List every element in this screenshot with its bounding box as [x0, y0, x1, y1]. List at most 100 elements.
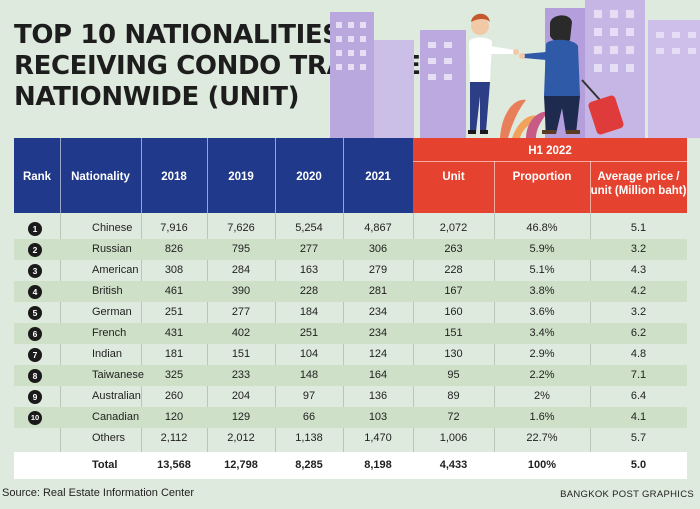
rank-badge: 4 — [28, 285, 42, 299]
table-row: 10 Canadian 120 129 66 103 72 1.6% 4.1 — [14, 407, 687, 428]
header-2018: 2018 — [161, 171, 187, 183]
cell-2021: 1,470 — [364, 432, 392, 444]
rank-badge: 3 — [28, 264, 42, 278]
cell-2020: 163 — [299, 264, 319, 276]
cell-nationality: Taiwanese — [92, 369, 144, 381]
cell-nationality: Indian — [92, 348, 122, 360]
cell-2018: 120 — [164, 411, 184, 423]
cell-unit: 160 — [444, 306, 463, 318]
header-proportion: Proportion — [512, 171, 572, 183]
column-divider — [60, 213, 61, 478]
graphics-credit: BANGKOK POST GRAPHICS — [560, 489, 694, 500]
table-row: 9 Australian 260 204 97 136 89 2% 6.4 — [14, 386, 687, 407]
rank-badge: 9 — [28, 390, 42, 404]
header-divider — [590, 161, 591, 213]
cell-proportion: 5.9% — [529, 243, 555, 255]
cell-2018: 461 — [164, 285, 184, 297]
building — [330, 12, 374, 138]
cell-average-price: 4.1 — [630, 411, 647, 423]
cell-2020: 228 — [299, 285, 319, 297]
rank-badge: 5 — [28, 306, 42, 320]
header-unit: Unit — [442, 171, 465, 183]
plant — [526, 111, 548, 138]
header-divider — [275, 138, 276, 213]
cell-2020: 104 — [299, 348, 319, 360]
woman-figure — [468, 13, 519, 134]
cell-2019: 233 — [231, 369, 251, 381]
cell-unit: 72 — [447, 411, 460, 423]
column-divider — [590, 213, 591, 478]
title-line-3: NATIONWIDE (UNIT) — [14, 82, 300, 112]
cell-nationality: British — [92, 285, 123, 297]
rank-badge: 8 — [28, 369, 42, 383]
cell-2021: 281 — [368, 285, 388, 297]
table-row: 8 Taiwanese 325 233 148 164 95 2.2% 7.1 — [14, 365, 687, 386]
cell-2020: 184 — [299, 306, 319, 318]
header-rank: Rank — [22, 171, 52, 183]
cell-total-2021: 8,198 — [364, 459, 392, 471]
cell-proportion: 1.6% — [529, 411, 555, 423]
table-row: 7 Indian 181 151 104 124 130 2.9% 4.8 — [14, 344, 687, 365]
cell-proportion: 5.1% — [529, 264, 555, 276]
cell-2020: 66 — [302, 411, 316, 423]
cell-nationality: Canadian — [92, 411, 140, 423]
cell-2019: 2,012 — [227, 432, 255, 444]
cell-2019: 129 — [231, 411, 251, 423]
plant — [500, 99, 526, 138]
table-row: 1 Chinese 7,916 7,626 5,254 4,867 2,072 … — [14, 218, 687, 239]
cell-2021: 136 — [368, 390, 388, 402]
column-divider — [494, 213, 495, 478]
cell-2018: 181 — [164, 348, 184, 360]
table-row: 2 Russian 826 795 277 306 263 5.9% 3.2 — [14, 239, 687, 260]
header-average-price-line1: Average price / — [597, 171, 680, 183]
header-2019: 2019 — [228, 171, 254, 183]
cell-2021: 103 — [368, 411, 388, 423]
cell-2021: 124 — [368, 348, 388, 360]
source-note: Source: Real Estate Information Center — [2, 487, 194, 499]
header-divider — [141, 138, 142, 213]
cell-average-price: 3.2 — [630, 243, 647, 255]
cell-proportion: 3.8% — [529, 285, 555, 297]
header-average-price: Average price / unit (Million baht) — [590, 170, 687, 198]
cell-unit: 151 — [444, 327, 463, 339]
cell-average-price: 4.2 — [630, 285, 647, 297]
cell-2019: 151 — [231, 348, 251, 360]
rank-badge: 10 — [28, 411, 42, 425]
cell-2020: 1,138 — [295, 432, 323, 444]
cell-unit: 95 — [447, 369, 460, 381]
cell-2018: 826 — [164, 243, 184, 255]
header-average-price-line2: unit (Million baht) — [590, 185, 687, 197]
table-row-total: Total 13,568 12,798 8,285 8,198 4,433 10… — [14, 452, 687, 479]
header-subdivider — [413, 161, 687, 162]
cell-unit: 1,006 — [439, 432, 468, 444]
header-divider — [207, 138, 208, 213]
table-row: 5 German 251 277 184 234 160 3.6% 3.2 — [14, 302, 687, 323]
rank-badge: 2 — [28, 243, 42, 257]
header-band-blue — [14, 138, 413, 213]
cell-total-label: Total — [92, 459, 118, 471]
cell-unit: 263 — [444, 243, 463, 255]
building-windows — [336, 10, 696, 80]
cell-2020: 5,254 — [295, 222, 323, 234]
header-2021: 2021 — [365, 171, 391, 183]
header-2020: 2020 — [296, 171, 322, 183]
cell-2020: 277 — [299, 243, 319, 255]
cell-proportion: 46.8% — [526, 222, 558, 234]
cell-total-unit: 4,433 — [439, 459, 468, 471]
cell-average-price: 5.1 — [630, 222, 647, 234]
building — [648, 20, 700, 138]
cell-2019: 204 — [231, 390, 251, 402]
cell-total-2020: 8,285 — [295, 459, 323, 471]
cell-average-price: 6.2 — [630, 327, 647, 339]
cell-average-price: 5.7 — [630, 432, 647, 444]
cell-proportion: 2% — [534, 390, 550, 402]
cell-nationality: German — [92, 306, 132, 318]
cell-proportion: 3.4% — [529, 327, 555, 339]
table-row: Others 2,112 2,012 1,138 1,470 1,006 22.… — [14, 428, 687, 449]
cell-nationality: Australian — [92, 390, 141, 402]
cell-proportion: 22.7% — [526, 432, 558, 444]
cell-2018: 325 — [164, 369, 184, 381]
cell-average-price: 6.4 — [630, 390, 647, 402]
cell-2019: 390 — [231, 285, 251, 297]
cell-2021: 234 — [368, 306, 388, 318]
